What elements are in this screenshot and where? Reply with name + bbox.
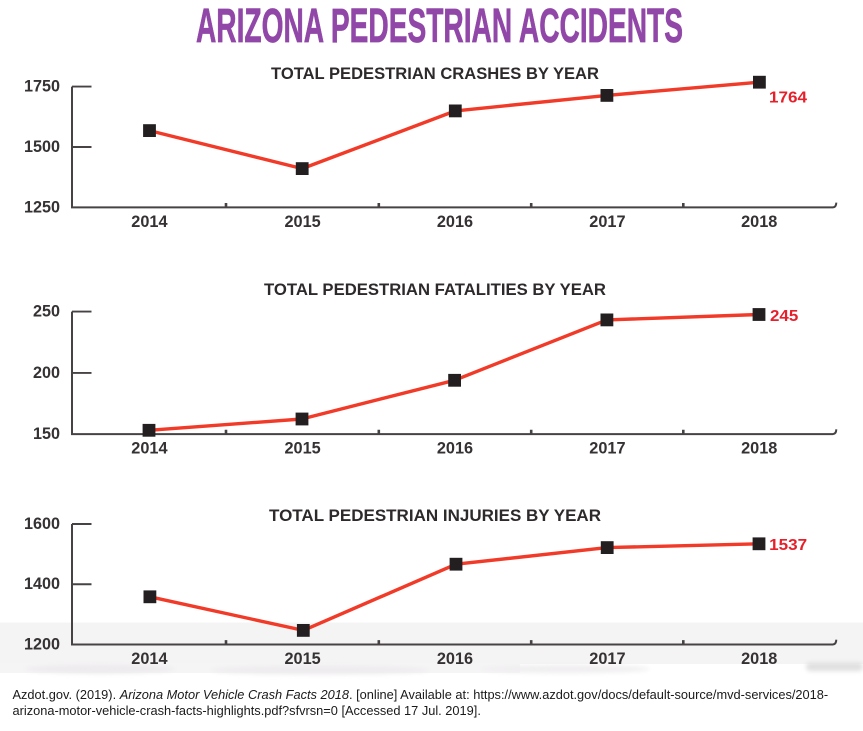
- svg-text:2018: 2018: [741, 650, 777, 668]
- svg-text:2017: 2017: [589, 650, 625, 668]
- svg-text:2017: 2017: [589, 213, 625, 231]
- svg-text:TOTAL PEDESTRIAN INJURIES BY Y: TOTAL PEDESTRIAN INJURIES BY YEAR: [269, 506, 601, 525]
- svg-text:2015: 2015: [284, 440, 320, 458]
- svg-text:200: 200: [33, 363, 60, 382]
- svg-text:2018: 2018: [741, 213, 777, 231]
- svg-text:2016: 2016: [437, 650, 473, 668]
- svg-text:250: 250: [33, 302, 60, 321]
- svg-text:2015: 2015: [284, 213, 320, 231]
- svg-text:2017: 2017: [589, 440, 625, 458]
- svg-text:150: 150: [33, 424, 60, 443]
- svg-text:2014: 2014: [131, 440, 167, 458]
- svg-text:2014: 2014: [131, 213, 167, 231]
- svg-text:1500: 1500: [24, 137, 60, 156]
- svg-text:1600: 1600: [24, 514, 60, 533]
- svg-text:TOTAL PEDESTRIAN CRASHES BY YE: TOTAL PEDESTRIAN CRASHES BY YEAR: [271, 64, 599, 83]
- svg-text:1764: 1764: [769, 90, 807, 107]
- svg-text:2015: 2015: [284, 650, 320, 668]
- svg-text:1400: 1400: [24, 574, 60, 593]
- svg-text:2018: 2018: [741, 440, 777, 458]
- svg-text:2016: 2016: [437, 440, 473, 458]
- svg-text:1200: 1200: [24, 634, 60, 653]
- svg-text:TOTAL PEDESTRIAN FATALITIES BY: TOTAL PEDESTRIAN FATALITIES BY YEAR: [264, 280, 606, 299]
- svg-text:ARIZONA PEDESTRIAN ACCIDENTS: ARIZONA PEDESTRIAN ACCIDENTS: [196, 0, 683, 53]
- svg-text:2014: 2014: [131, 650, 167, 668]
- svg-text:1537: 1537: [769, 537, 807, 554]
- svg-text:1750: 1750: [24, 77, 60, 96]
- svg-text:2016: 2016: [437, 213, 473, 231]
- svg-text:1250: 1250: [24, 197, 60, 216]
- svg-text:245: 245: [770, 308, 798, 325]
